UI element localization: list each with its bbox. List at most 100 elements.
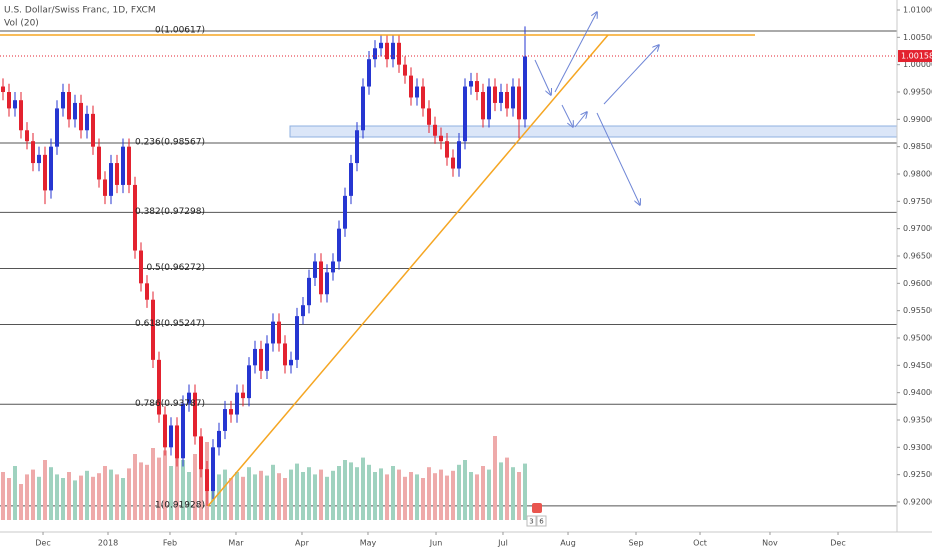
volume-bar [253,474,257,520]
candle-body [373,48,377,60]
volume-bar [403,476,407,520]
volume-bar [241,476,245,520]
volume-bar [457,464,461,520]
volume-bar [391,466,395,520]
volume-bar [109,469,113,520]
volume-bar [511,467,515,520]
candle-body [415,86,419,98]
candle-body [133,184,137,251]
volume-bar [337,466,341,520]
arrow [554,12,597,93]
volume-bar [103,466,107,520]
candle-body [319,261,323,295]
volume-bar [343,460,347,520]
candle-body [427,108,431,125]
candle-body [211,447,215,492]
candle-body [361,86,365,131]
volume-bar [193,454,197,520]
candle-body [181,403,185,459]
candle-body [493,86,497,103]
candle-body [463,86,467,142]
x-tick-label: Aug [560,539,576,548]
candle-body [511,86,515,109]
volume-bar [91,476,95,520]
volume-bar [433,473,437,520]
event-count: 6 [539,518,544,526]
support-zone [289,125,898,138]
volume-bar [115,474,119,520]
x-tick-label: Mar [228,539,244,548]
candle-body [127,146,131,185]
event-badge [536,515,547,527]
volume-bar [379,468,383,520]
x-tick-label: Nov [762,539,778,548]
candle-body [343,195,347,229]
x-tick-label: Feb [163,539,177,548]
volume-bar [373,472,377,520]
candle-body [433,124,437,136]
candle-body [397,42,401,65]
candle-body [295,316,299,360]
volume-bar [469,472,473,520]
candle-body [175,425,179,459]
volume-bar [25,474,29,520]
candle-body [481,92,485,120]
volume-bar [157,457,161,520]
volume-bar [271,464,275,520]
candle-body [7,92,11,109]
candle-body [49,146,53,191]
x-tick-label: Dec [830,539,845,548]
volume-bar [463,460,467,520]
volume-bar [181,460,185,520]
candle-body [271,321,275,344]
volume-bar [49,467,53,520]
candle-body [223,409,227,431]
volume-bar [355,467,359,520]
candle-body [61,92,65,109]
x-tick-label: Apr [295,539,310,548]
x-tick-label: Dec [35,539,50,548]
candle-body [469,81,473,87]
arrow [574,112,587,128]
fib-label: 0.382(0.97298) [135,207,205,217]
candle-body [385,42,389,60]
volume-bar [493,436,497,520]
candle-body [241,392,245,399]
candle-body [121,146,125,185]
fib-label: 0.786(0.93787) [135,399,205,409]
candle-body [199,436,203,470]
volume-bar [481,466,485,520]
candle-body [277,321,281,344]
candle-body [85,113,89,131]
volume-bar [139,462,143,520]
candle-body [355,130,359,164]
volume-bar [127,468,131,520]
fib-label: 0.5(0.96272) [146,263,205,273]
x-tick-label: Sep [628,539,643,548]
candle-body [115,163,119,185]
candle-body [193,392,197,437]
volume-bar [331,470,335,520]
candle-body [247,365,251,399]
candle-body [487,86,491,120]
candle-body [235,392,239,415]
fib-label: 0.236(0.98567) [135,138,205,148]
candle-body [421,86,425,109]
volume-bar [73,480,77,520]
volume-bar [169,466,173,520]
candle-body [67,92,71,120]
candle-body [55,108,59,147]
volume-bar [439,469,443,520]
y-tick-label: 1.01000 [903,6,932,15]
event-badge [526,515,537,527]
volume-bar [487,469,491,520]
